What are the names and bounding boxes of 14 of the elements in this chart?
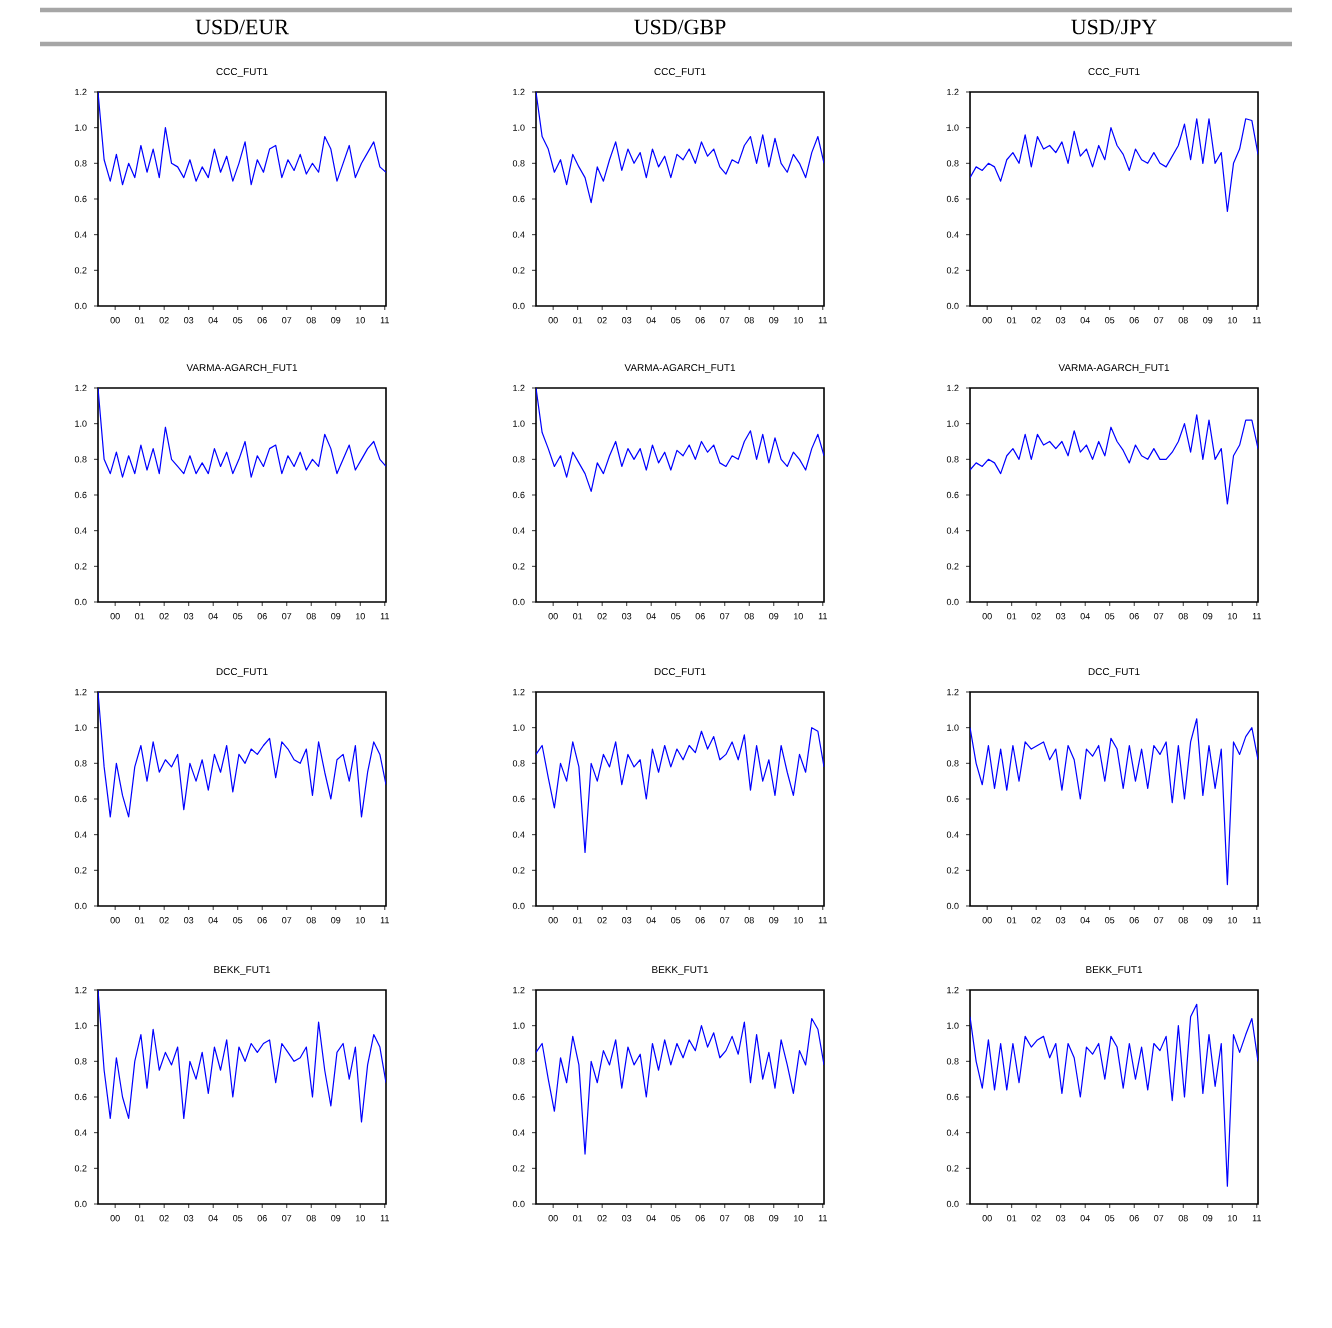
- line-series: [536, 91, 825, 204]
- line-series: [98, 691, 386, 818]
- line-series: [536, 387, 825, 493]
- line-series: [98, 990, 386, 1123]
- chart-subtitle: USD/JPY: [1071, 19, 1157, 35]
- chart-subtitle: USD/GBP: [634, 19, 726, 35]
- line-series: [970, 414, 1259, 505]
- line-series: [970, 1003, 1259, 1187]
- line-series: [536, 727, 825, 854]
- line-series: [970, 718, 1259, 886]
- line-series: [98, 91, 386, 186]
- line-series: [98, 387, 386, 478]
- line-series: [536, 1017, 825, 1155]
- chart-subtitle: USD/EUR: [195, 19, 289, 35]
